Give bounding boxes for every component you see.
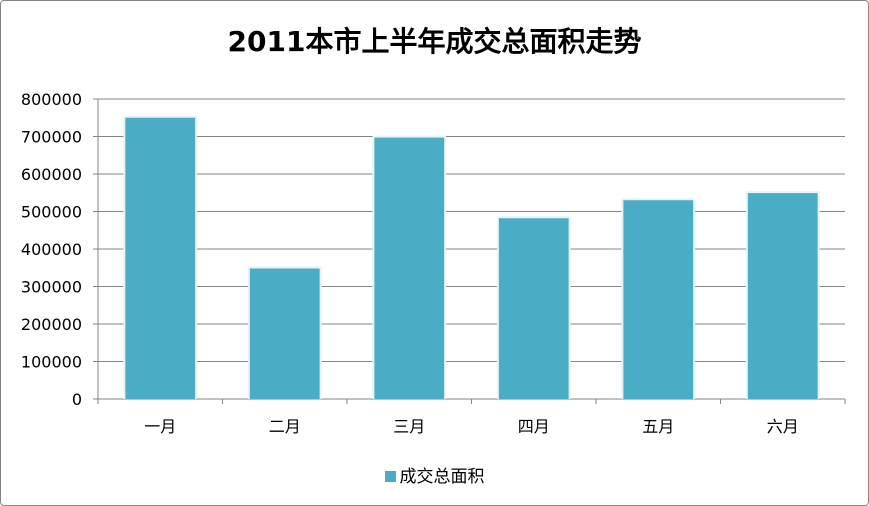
x-tick-label: 一月	[144, 417, 176, 436]
y-tick-label: 400000	[21, 240, 82, 259]
y-tick-label: 200000	[21, 315, 82, 334]
bar	[747, 193, 818, 399]
y-tick-label: 100000	[21, 353, 82, 372]
y-tick-label: 300000	[21, 278, 82, 297]
bar	[374, 137, 445, 399]
x-tick-label: 四月	[518, 417, 550, 436]
y-tick-label: 500000	[21, 203, 82, 222]
y-tick-label: 600000	[21, 165, 82, 184]
y-tick-label: 700000	[21, 128, 82, 147]
x-tick-label: 五月	[642, 417, 674, 436]
x-tick-label: 六月	[767, 417, 799, 436]
y-tick-label: 800000	[21, 90, 82, 109]
legend-swatch	[384, 470, 396, 482]
chart-title: 2011本市上半年成交总面积走势	[227, 25, 642, 58]
x-tick-label: 三月	[393, 417, 425, 436]
bar	[623, 200, 694, 399]
y-tick-label: 0	[72, 390, 82, 409]
legend: 成交总面积	[0, 462, 869, 487]
bar	[249, 268, 320, 399]
bar	[498, 218, 569, 399]
legend-label: 成交总面积	[399, 467, 485, 487]
x-tick-label: 二月	[269, 417, 301, 436]
bar	[125, 117, 196, 399]
